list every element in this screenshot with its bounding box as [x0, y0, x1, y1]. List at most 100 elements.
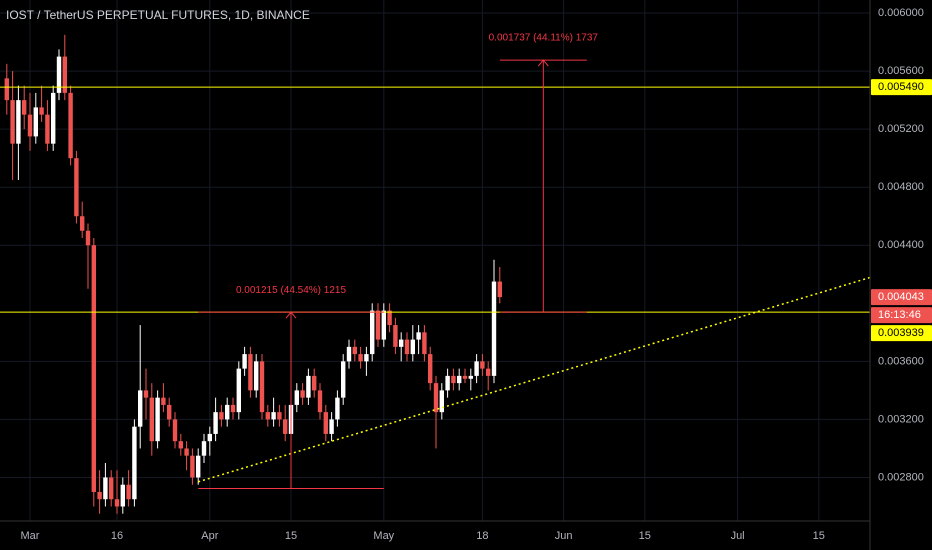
candle-body — [375, 310, 381, 340]
candle-body — [167, 404, 172, 420]
candle-body — [306, 375, 311, 398]
candle-body — [277, 412, 282, 420]
candle-body — [497, 281, 502, 298]
x-tick-label: Jun — [555, 530, 573, 542]
measure-arrowhead — [285, 311, 297, 319]
candle-body — [172, 419, 178, 442]
price-level-label-bg — [871, 325, 932, 342]
candle-body — [138, 390, 143, 427]
y-tick-label: 0.005200 — [878, 123, 924, 135]
price-level-label-bg — [871, 79, 932, 96]
candle-body — [68, 92, 73, 159]
y-tick-label: 0.006000 — [878, 7, 924, 19]
candle-body — [410, 339, 415, 355]
candle-body — [317, 390, 323, 413]
candle-body — [126, 484, 131, 500]
candle-body — [45, 114, 50, 144]
y-tick-label: 0.004400 — [878, 239, 924, 251]
y-tick-label: 0.003600 — [878, 355, 924, 367]
price-level-label: 0.005490 — [878, 81, 924, 93]
candle-body — [451, 375, 456, 384]
candle-body — [161, 397, 166, 405]
candle-body — [329, 419, 334, 434]
candle-body — [404, 339, 410, 355]
candle-body — [416, 332, 421, 340]
measure-label: 0.001737 (44.11%) 1737 — [489, 33, 599, 44]
chart-title: IOST / TetherUS PERPETUAL FUTURES, 1D, B… — [6, 8, 310, 22]
candle-body — [132, 426, 137, 500]
x-tick-label: 16 — [111, 530, 123, 542]
y-tick-label: 0.002800 — [878, 471, 924, 483]
candle-body — [103, 477, 108, 500]
candle-body — [242, 354, 247, 369]
current-price-label-bg — [871, 289, 932, 306]
candle-body — [491, 281, 497, 376]
candle-body — [39, 107, 44, 115]
candle-body — [300, 390, 305, 398]
candle-body — [370, 310, 375, 355]
candle-body — [155, 397, 160, 442]
x-tick-label: Mar — [21, 530, 40, 542]
candle-body — [312, 375, 317, 391]
candle-body — [230, 404, 236, 413]
candle-body — [271, 412, 276, 420]
candle-body — [387, 310, 392, 326]
trend-line — [197, 276, 872, 483]
candle-body — [439, 390, 444, 413]
candle-body — [399, 339, 404, 347]
candle-body — [358, 354, 363, 362]
candle-body — [219, 412, 224, 420]
plot: 0.001215 (44.54%) 1215 0.001737 (44.11%) … — [0, 33, 872, 514]
candle-body — [393, 325, 398, 347]
measure-label: 0.001215 (44.54%) 1215 — [236, 285, 347, 296]
candle-body — [74, 158, 79, 217]
candle-body — [4, 78, 9, 101]
x-tick-label: Apr — [201, 530, 218, 542]
candle-body — [462, 375, 468, 379]
candle-body — [335, 397, 340, 420]
candle-body — [91, 245, 96, 492]
candle-body — [190, 455, 195, 478]
candle-body — [109, 477, 114, 500]
current-price-label: 0.004043 — [878, 291, 924, 303]
candle-body — [433, 383, 439, 413]
candle-body — [428, 354, 433, 384]
candle-body — [341, 361, 346, 398]
candle-body — [178, 441, 183, 449]
x-tick-label: 15 — [639, 530, 651, 542]
candle-body — [323, 412, 328, 434]
y-tick-label: 0.004800 — [878, 181, 924, 193]
candle-body — [56, 56, 62, 93]
candle-body — [364, 354, 369, 362]
candle-body — [85, 230, 91, 246]
candle-body — [468, 375, 473, 379]
candle-body — [143, 390, 149, 398]
x-tick-label: Jul — [731, 530, 745, 542]
candle-body — [294, 390, 299, 405]
x-tick-label: May — [373, 530, 394, 542]
candle-body — [254, 361, 259, 391]
candle-body — [22, 100, 27, 115]
candle-body — [248, 354, 253, 391]
price-level-label: 0.003939 — [878, 327, 924, 339]
candle-body — [346, 346, 352, 362]
candle-body — [474, 361, 479, 376]
candle-body — [259, 361, 265, 413]
candle-body — [62, 56, 67, 93]
candle-body — [196, 455, 201, 478]
candle-body — [27, 114, 33, 137]
candle-body — [114, 499, 120, 507]
candle-body — [149, 397, 154, 442]
countdown-label: 16:13:46 — [878, 309, 921, 321]
y-tick-label: 0.005600 — [878, 65, 924, 77]
candle-body — [207, 433, 212, 442]
candle-body — [486, 368, 491, 376]
candle-body — [80, 216, 85, 231]
candle-body — [283, 419, 288, 434]
candle-body — [352, 346, 357, 355]
candle-body — [16, 100, 21, 144]
candle-body — [381, 310, 386, 340]
candle-body — [457, 375, 462, 384]
